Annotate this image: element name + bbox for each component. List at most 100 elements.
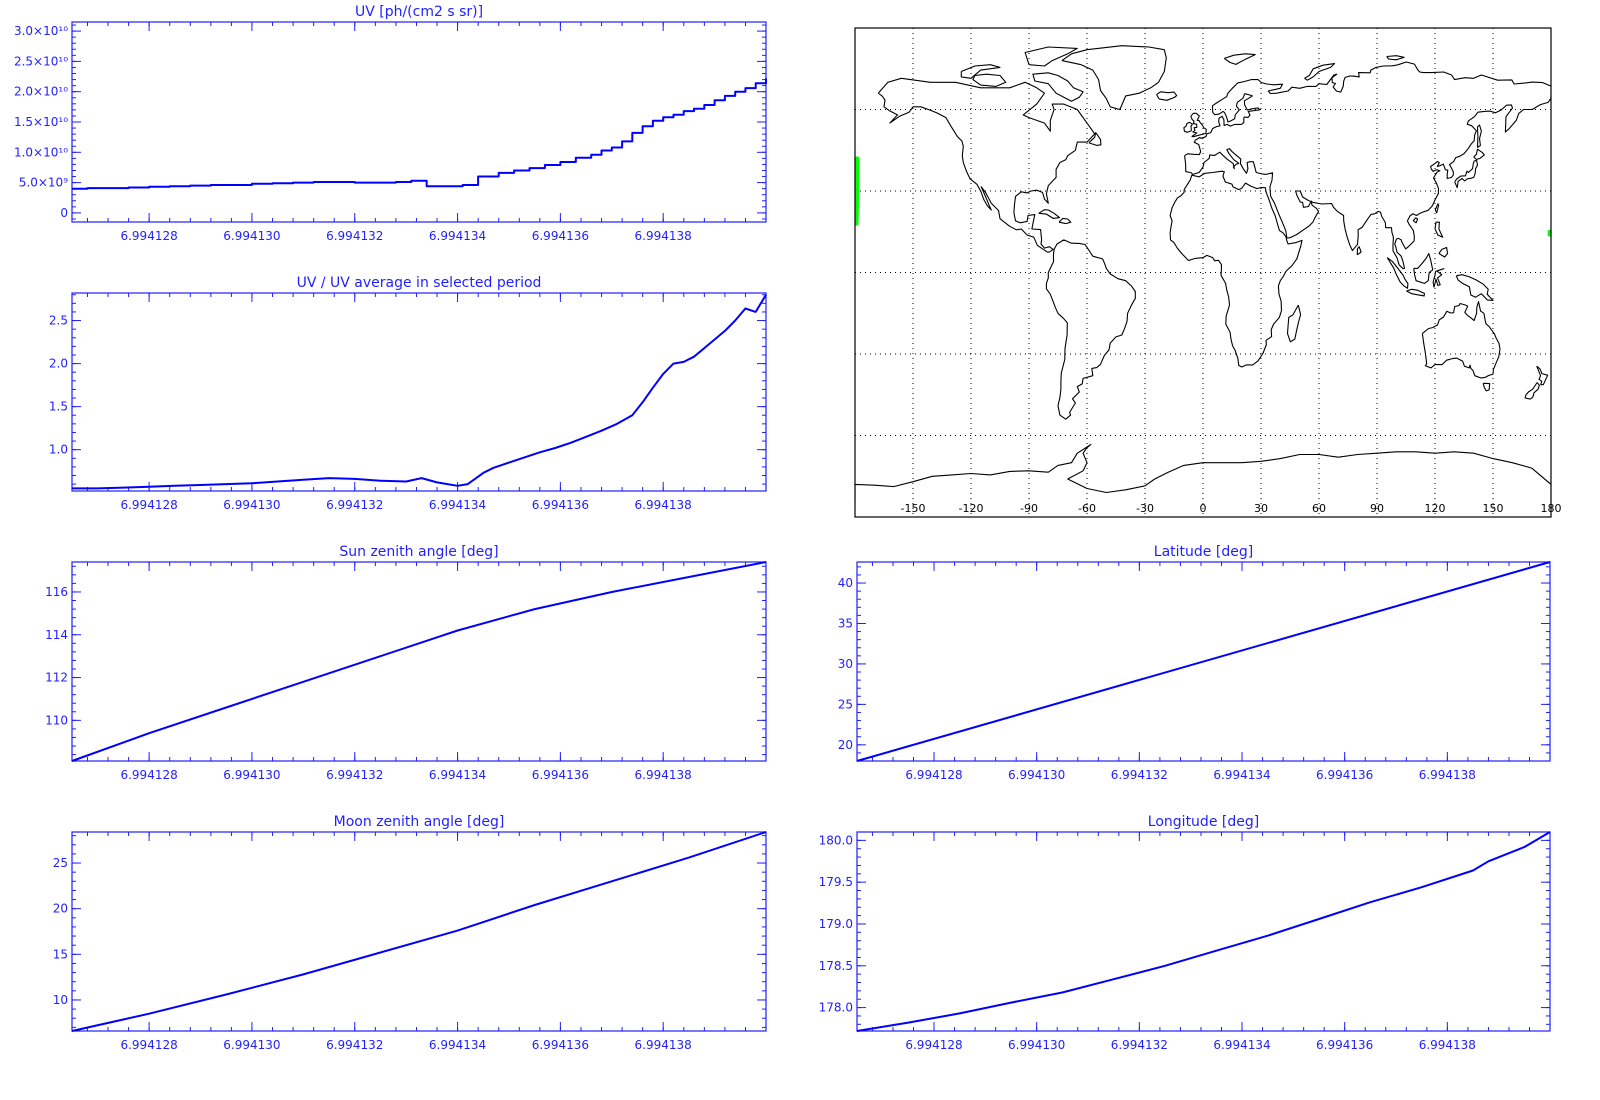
coastline [1473, 148, 1485, 161]
x-tick-label: 6.994134 [429, 229, 486, 243]
y-tick-label: 1.0 [49, 443, 68, 457]
x-tick-label: 6.994128 [120, 768, 177, 782]
uv-chart: UV [ph/(cm2 s sr)] 6.994128 6.994130 6.9941… [14, 4, 767, 243]
y-tick-label: 179.0 [819, 917, 853, 931]
y-tick-label: 1.5×10¹⁰ [14, 115, 68, 129]
satellite-track [854, 156, 860, 226]
x-tick-label: 6.994138 [1419, 768, 1476, 782]
y-tick-label: 20 [838, 738, 853, 752]
chart-title: Longitude [deg] [1148, 814, 1259, 830]
y-tick-label: 2.5 [49, 314, 68, 328]
world-map: -150 -120 -90 -60 -30 0 30 60 90 120 150 180 [854, 27, 1562, 518]
y-tick-label: 110 [45, 713, 68, 727]
y-tick-label: 2.0 [49, 357, 68, 371]
chart-title: UV / UV average in selected period [297, 275, 542, 291]
y-tick-label: 5.0×10⁹ [19, 176, 68, 190]
coastline [1286, 304, 1302, 343]
y-tick-label: 30 [838, 657, 853, 671]
x-tick-label: 6.994132 [326, 1038, 383, 1052]
plot-frame [71, 21, 767, 223]
y-tick-label: 15 [53, 947, 68, 961]
coastline [1406, 288, 1425, 297]
x-tick-label: 6.994130 [223, 498, 280, 512]
y-tick-label: 25 [53, 856, 68, 870]
plot-frame [71, 561, 767, 762]
latitude-series-line [856, 561, 1551, 762]
x-tick-label: 6.994138 [635, 229, 692, 243]
coastline [960, 64, 1001, 79]
chart-title: Moon zenith angle [deg] [334, 814, 505, 830]
coastline [1223, 53, 1256, 65]
x-tick-label: 6.994132 [1111, 1038, 1168, 1052]
plot-frame [71, 292, 767, 492]
x-tick-label: 6.994138 [635, 1038, 692, 1052]
x-tick-label: 6.994128 [905, 1038, 962, 1052]
coastline [1038, 209, 1061, 219]
coastline [1438, 246, 1449, 258]
sun-zenith-chart: Sun zenith angle [deg] 6.994128 6.994130 6.… [45, 544, 767, 782]
coastline [1454, 159, 1479, 189]
x-tick-label: 6.994136 [1316, 1038, 1373, 1052]
coastline [1156, 91, 1178, 101]
y-tick-label: 35 [838, 616, 853, 630]
coastline [1455, 274, 1494, 302]
sun-zenith-series-line [71, 561, 767, 762]
map-lon-label: -120 [959, 502, 984, 515]
x-tick-label: 6.994134 [429, 768, 486, 782]
moon-zenith-series-line [71, 831, 767, 1032]
y-tick-label: 114 [45, 628, 68, 642]
coastline [1032, 72, 1084, 102]
coastline [1061, 45, 1167, 111]
coastline [1386, 257, 1409, 289]
coastline [972, 73, 1007, 87]
x-tick-label: 6.994132 [1111, 768, 1168, 782]
uv-ratio-series-line [72, 294, 767, 490]
y-tick-label: 40 [838, 576, 853, 590]
y-tick-label: 112 [45, 671, 68, 685]
map-lon-label: -30 [1136, 502, 1154, 515]
coastline [1536, 365, 1549, 386]
map-lon-label: 90 [1370, 502, 1384, 515]
x-tick-label: 6.994134 [429, 498, 486, 512]
y-tick-label: 10 [53, 993, 68, 1007]
y-tick-label: 2.5×10¹⁰ [14, 54, 68, 68]
coastline [1524, 382, 1540, 400]
map-lon-label: 0 [1200, 502, 1207, 515]
coastline [1356, 246, 1362, 256]
coastline [1434, 221, 1444, 238]
plot-frame [71, 831, 767, 1032]
coastline [1432, 268, 1445, 288]
coastline [1088, 132, 1102, 146]
uv-series-line [72, 78, 767, 190]
latitude-chart: Latitude [deg] 6.994128 6.994130 6.994132 6.… [838, 544, 1551, 782]
coastline [1045, 239, 1136, 420]
y-tick-label: 179.5 [819, 875, 853, 889]
y-tick-label: 20 [53, 902, 68, 916]
x-tick-label: 6.994132 [326, 229, 383, 243]
x-tick-label: 6.994130 [223, 1038, 280, 1052]
map-lon-label: 150 [1483, 502, 1504, 515]
chart-title: Latitude [deg] [1154, 544, 1253, 560]
x-tick-label: 6.994134 [1213, 768, 1270, 782]
x-tick-label: 6.994138 [1419, 1038, 1476, 1052]
y-tick-label: 178.0 [819, 1001, 853, 1015]
y-tick-label: 0 [60, 206, 68, 220]
y-tick-label: 180.0 [819, 833, 853, 847]
x-tick-label: 6.994134 [1213, 1038, 1270, 1052]
coastline [1476, 124, 1482, 148]
y-tick-label: 3.0×10¹⁰ [14, 24, 68, 38]
coastline [1434, 203, 1440, 214]
map-lon-label: 60 [1312, 502, 1326, 515]
y-tick-label: 1.0×10¹⁰ [14, 145, 68, 159]
coastline [1386, 55, 1405, 61]
coastline [1412, 217, 1419, 224]
coastline [1421, 301, 1501, 379]
map-lon-label: -60 [1078, 502, 1096, 515]
x-tick-label: 6.994128 [905, 768, 962, 782]
x-tick-label: 6.994132 [326, 498, 383, 512]
y-tick-label: 25 [838, 697, 853, 711]
map-lon-label: 30 [1254, 502, 1268, 515]
map-lon-label: 120 [1425, 502, 1446, 515]
x-tick-label: 6.994136 [532, 498, 589, 512]
